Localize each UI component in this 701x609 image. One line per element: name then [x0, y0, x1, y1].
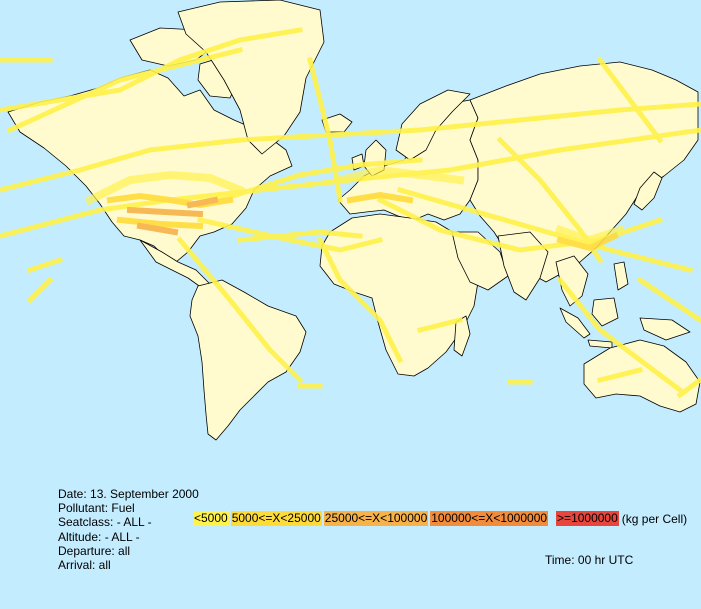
- arabian-peninsula: [451, 231, 509, 291]
- seatclass-label: Seatclass: - ALL -: [58, 515, 152, 530]
- legend-item-25000-100000: 25000<=X<100000: [323, 511, 429, 526]
- legend-item-100000-1000000: 100000<=X<1000000: [430, 511, 549, 526]
- time-label: Time: 00 hr UTC: [545, 553, 634, 567]
- sumatra: [559, 307, 591, 339]
- scandinavia: [395, 89, 471, 161]
- legend-unit: (kg per Cell): [621, 511, 688, 526]
- new-guinea: [639, 317, 691, 341]
- arrival-label: Arrival: all: [58, 558, 111, 573]
- world-map: [0, 0, 701, 441]
- madagascar: [453, 315, 471, 357]
- altitude-label: Altitude: - ALL -: [58, 529, 140, 544]
- south-america: [189, 279, 307, 441]
- philippines: [613, 261, 629, 291]
- land: [7, 0, 701, 441]
- date-label: Date: 13. September 2000: [58, 487, 199, 501]
- australia: [583, 339, 701, 413]
- legend: <5000 5000<=X<25000 25000<=X<100000 1000…: [193, 511, 687, 526]
- indochina: [555, 255, 589, 307]
- departure-label: Departure: all: [58, 543, 131, 558]
- pollutant-label: Pollutant: Fuel: [58, 501, 135, 516]
- borneo: [591, 297, 619, 327]
- japan: [633, 171, 663, 211]
- legend-item-lt-5000: <5000: [193, 511, 229, 526]
- legend-item-gte-1000000: >=1000000: [556, 511, 619, 526]
- legend-item-5000-25000: 5000<=X<25000: [230, 511, 322, 526]
- query-info: Date: 13. September 2000 Pollutant: Fuel…: [58, 487, 199, 572]
- emission-routes: [0, 27, 701, 399]
